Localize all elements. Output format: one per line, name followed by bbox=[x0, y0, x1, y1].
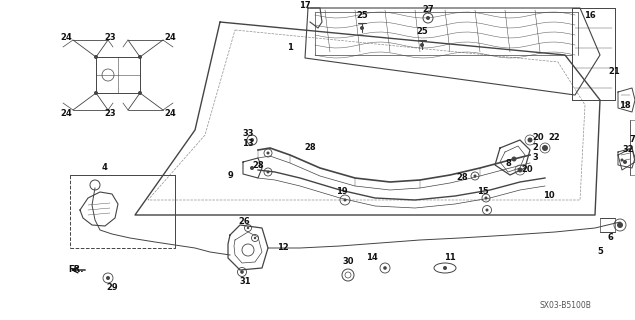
Text: 2: 2 bbox=[532, 143, 538, 153]
Text: SX03-B5100B: SX03-B5100B bbox=[539, 300, 591, 309]
Text: 19: 19 bbox=[336, 188, 348, 196]
Text: 20: 20 bbox=[532, 133, 544, 142]
Text: 17: 17 bbox=[299, 2, 311, 11]
Circle shape bbox=[240, 270, 244, 274]
Circle shape bbox=[620, 158, 624, 162]
Text: 29: 29 bbox=[106, 284, 118, 292]
Circle shape bbox=[617, 222, 623, 228]
Circle shape bbox=[267, 151, 269, 155]
Circle shape bbox=[138, 55, 142, 59]
Text: 5: 5 bbox=[597, 247, 603, 257]
Text: 28: 28 bbox=[252, 161, 264, 170]
Circle shape bbox=[518, 167, 523, 172]
Circle shape bbox=[486, 209, 488, 212]
Text: 14: 14 bbox=[366, 253, 378, 262]
Text: 33: 33 bbox=[242, 129, 254, 138]
Text: 26: 26 bbox=[238, 218, 250, 227]
Circle shape bbox=[106, 276, 110, 280]
Text: 22: 22 bbox=[548, 133, 560, 142]
Circle shape bbox=[138, 91, 142, 95]
Text: 9: 9 bbox=[227, 171, 233, 180]
Circle shape bbox=[623, 160, 627, 164]
Circle shape bbox=[512, 156, 516, 162]
Circle shape bbox=[250, 138, 254, 142]
Text: 24: 24 bbox=[60, 108, 72, 117]
Text: 27: 27 bbox=[422, 5, 434, 14]
Text: 11: 11 bbox=[444, 253, 456, 262]
Text: 18: 18 bbox=[619, 100, 631, 109]
Circle shape bbox=[247, 227, 249, 229]
Text: FR.: FR. bbox=[68, 266, 84, 275]
Circle shape bbox=[383, 266, 387, 270]
Text: 25: 25 bbox=[356, 11, 368, 20]
Circle shape bbox=[528, 138, 533, 142]
Text: 12: 12 bbox=[277, 244, 289, 252]
Text: 21: 21 bbox=[608, 68, 620, 76]
Text: 30: 30 bbox=[342, 258, 354, 267]
Circle shape bbox=[344, 198, 347, 202]
Text: 23: 23 bbox=[104, 108, 116, 117]
Text: 1: 1 bbox=[287, 44, 293, 52]
Text: 20: 20 bbox=[521, 165, 533, 174]
Text: 6: 6 bbox=[607, 233, 613, 242]
Text: 23: 23 bbox=[104, 33, 116, 42]
Text: 28: 28 bbox=[304, 143, 316, 153]
Text: 3: 3 bbox=[532, 153, 538, 162]
Circle shape bbox=[542, 145, 548, 151]
Text: 32: 32 bbox=[622, 146, 634, 155]
Circle shape bbox=[443, 266, 447, 270]
Text: 24: 24 bbox=[164, 33, 176, 42]
Circle shape bbox=[426, 16, 430, 20]
Text: 10: 10 bbox=[543, 191, 555, 201]
Text: 16: 16 bbox=[584, 11, 596, 20]
Circle shape bbox=[267, 171, 269, 173]
Text: 7: 7 bbox=[629, 135, 635, 145]
Circle shape bbox=[94, 91, 98, 95]
Text: 24: 24 bbox=[164, 108, 176, 117]
Circle shape bbox=[360, 26, 364, 30]
Text: 31: 31 bbox=[239, 276, 251, 285]
Circle shape bbox=[485, 196, 488, 199]
Circle shape bbox=[420, 43, 424, 47]
Text: 8: 8 bbox=[505, 159, 511, 169]
Circle shape bbox=[254, 237, 256, 239]
Text: 25: 25 bbox=[416, 28, 428, 36]
Text: 15: 15 bbox=[477, 188, 489, 196]
Circle shape bbox=[250, 166, 254, 170]
Circle shape bbox=[474, 174, 476, 178]
Text: 13: 13 bbox=[242, 139, 254, 148]
Text: 28: 28 bbox=[456, 173, 468, 182]
Circle shape bbox=[94, 55, 98, 59]
Text: 24: 24 bbox=[60, 33, 72, 42]
Text: 4: 4 bbox=[102, 163, 108, 172]
